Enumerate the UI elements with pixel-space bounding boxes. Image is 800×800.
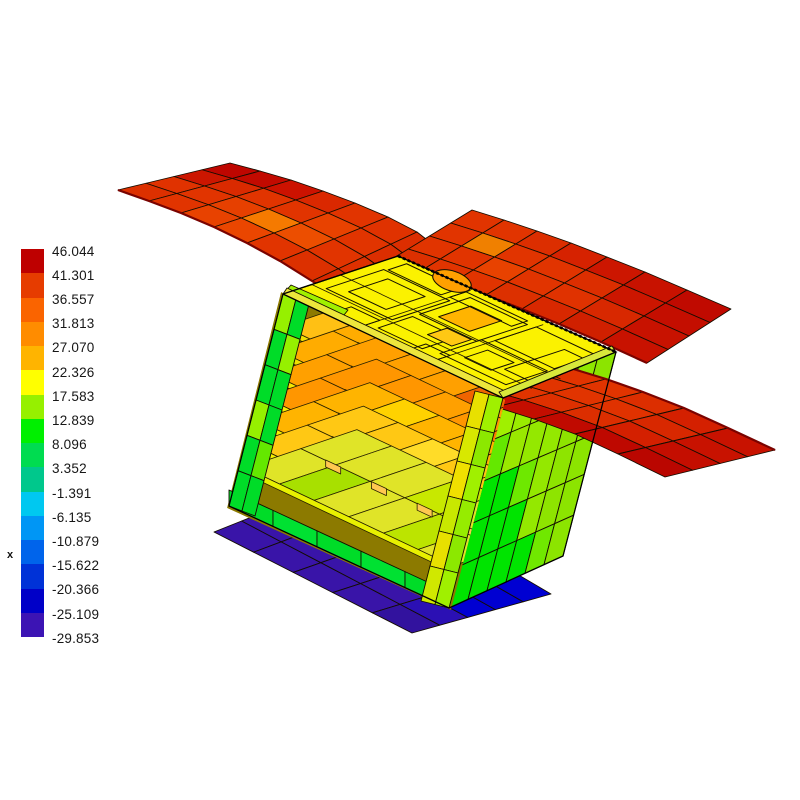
legend-value: 46.044 (52, 243, 95, 259)
legend-color-band (21, 564, 44, 589)
legend-color-band (21, 540, 44, 565)
shelf-standoff (416, 502, 433, 518)
component-footprint (438, 305, 503, 332)
legend-value: -25.109 (52, 606, 100, 622)
panel-attachment-hatch (397, 254, 617, 354)
legend-color-band (21, 491, 44, 516)
legend-value: -20.366 (52, 582, 100, 598)
legend-color-band (21, 443, 44, 468)
legend-color-band (21, 370, 44, 395)
top-face-gridline (311, 284, 532, 389)
shelf-standoff (371, 481, 387, 496)
component-footprint (449, 291, 529, 327)
legend-value: 12.839 (52, 412, 95, 428)
legend-value: -10.879 (52, 533, 100, 549)
component-footprint (439, 339, 548, 386)
component-footprint (348, 278, 426, 310)
legend-value: 22.326 (52, 364, 95, 380)
legend-value: 41.301 (52, 267, 95, 283)
shelf-standoff (325, 459, 342, 475)
legend-color-band (21, 515, 44, 540)
component-footprint (464, 349, 515, 371)
left-wall-cell (241, 475, 265, 517)
legend-color-band (21, 467, 44, 492)
top-face-gridline (340, 274, 561, 380)
legend-value: 8.096 (52, 437, 87, 453)
edge-outlines (228, 254, 618, 609)
legend-color-band (21, 418, 44, 443)
legend-value: -29.853 (52, 630, 100, 646)
legend-color-band (21, 346, 44, 371)
legend-value: -15.622 (52, 558, 100, 574)
legend-color-band (21, 297, 44, 322)
left-solar-panel-edge (117, 188, 346, 303)
silhouette-outline (228, 293, 617, 609)
component-footprint (427, 327, 472, 347)
legend-color-band (21, 249, 44, 274)
legend-color-band (21, 612, 44, 637)
legend-value: 17.583 (52, 388, 95, 404)
legend-value: 36.557 (52, 291, 95, 307)
right-lower-solar-panel-cell (617, 447, 693, 478)
body-frame (228, 284, 617, 609)
legend-value: 27.070 (52, 340, 95, 356)
right-upper-solar-panel (386, 209, 732, 365)
legend-color-band (21, 321, 44, 346)
body-top-face (282, 255, 617, 399)
legend-value: -1.391 (52, 485, 92, 501)
body-right-face (448, 351, 617, 609)
legend-color-band (21, 273, 44, 298)
component-footprint (325, 269, 451, 321)
legend-color-band (21, 588, 44, 613)
legend-value: 31.813 (52, 316, 95, 332)
axis-x-label: x (7, 549, 14, 561)
legend-value: -6.135 (52, 509, 92, 525)
legend-color-band (21, 394, 44, 419)
legend-value: 3.352 (52, 461, 87, 477)
component-footprint (419, 297, 528, 342)
